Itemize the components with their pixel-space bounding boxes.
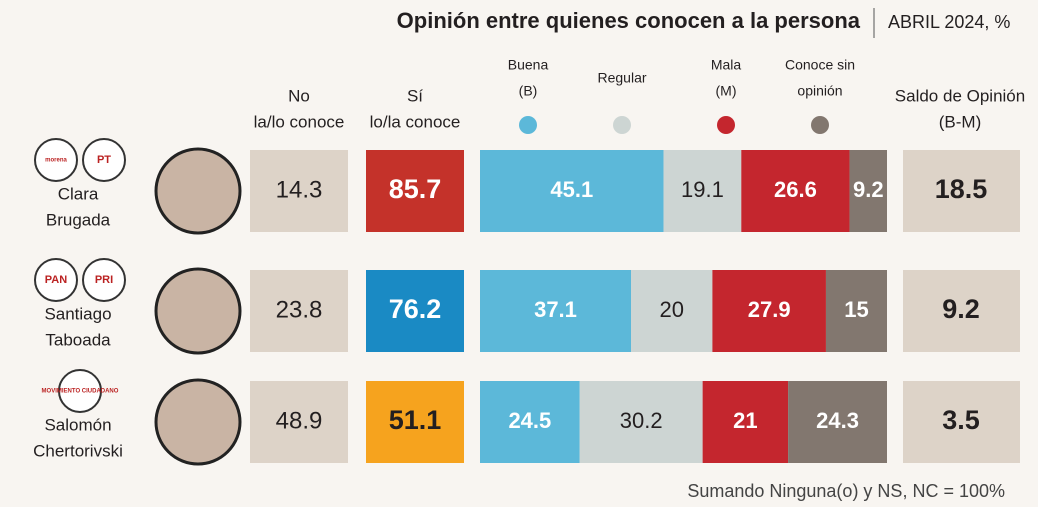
party-logo [58,369,102,413]
legend-dot [519,116,537,134]
footer-note: Sumando Ninguna(o) y NS, NC = 100% [687,481,1005,501]
opinion-segment [480,270,631,352]
opinion-value: 9.2 [853,177,884,202]
saldo-value: 9.2 [942,294,980,324]
party-logo [34,258,78,302]
no-conoce-cell [250,381,348,463]
subtitle: ABRIL 2024, % [888,12,1010,32]
opinion-segment [741,150,850,232]
opinion-segment [702,381,789,463]
column-header: Saldo de Opinión [895,86,1025,105]
party-logo [82,138,126,182]
candidate-name: Brugada [46,210,111,229]
opinion-value: 15 [844,297,868,322]
opinion-value: 19.1 [681,177,724,202]
column-header: (B-M) [939,112,981,131]
opinion-segment [579,381,703,463]
opinion-value: 27.9 [748,297,791,322]
opinion-value: 21 [733,408,757,433]
party-logo [82,258,126,302]
title: Opinión entre quienes conocen a la perso… [397,8,861,33]
opinion-value: 30.2 [620,408,663,433]
party-label: PRI [95,274,113,286]
saldo-value: 18.5 [935,174,988,204]
opinion-segment [825,270,887,352]
opinion-segment [480,150,664,232]
candidate-name: Santiago [44,304,111,323]
si-conoce-cell [366,150,464,232]
party-label: MOVIMIENTO CIUDADANO [42,389,119,395]
opinion-segment [849,150,887,232]
party-label: PAN [45,274,67,286]
opinion-segment [712,270,826,352]
legend-label: opinión [797,83,842,99]
si-conoce-cell [366,270,464,352]
no-conoce-cell [250,270,348,352]
legend-dot [613,116,631,134]
opinion-segment [480,381,580,463]
candidate-photo [154,378,242,466]
opinion-value: 24.3 [816,408,859,433]
candidate-name: Chertorivski [33,441,123,460]
saldo-value: 3.5 [942,405,980,435]
no-conoce-value: 14.3 [276,176,323,203]
opinion-segment [788,381,887,463]
column-header: lo/la conoce [370,112,461,131]
si-conoce-value: 76.2 [389,294,442,324]
party-logo [34,138,78,182]
legend-dot [811,116,829,134]
si-conoce-cell [366,381,464,463]
column-header: la/lo conoce [254,112,345,131]
candidate-name: Taboada [45,330,111,349]
legend-label: Buena [508,57,549,73]
candidate-name: Clara [58,184,99,203]
opinion-value: 45.1 [550,177,593,202]
saldo-cell [903,381,1020,463]
legend-label: Regular [597,70,646,86]
saldo-cell [903,150,1020,232]
opinion-value: 26.6 [774,177,817,202]
si-conoce-value: 85.7 [389,174,442,204]
candidate-name: Salomón [44,415,111,434]
no-conoce-value: 48.9 [276,407,323,434]
legend-label: Mala [711,57,742,73]
candidate-photo [154,267,242,355]
opinion-value: 37.1 [534,297,577,322]
column-header: Sí [407,86,423,105]
candidate-photo [154,147,242,235]
opinion-segment [630,270,713,352]
opinion-segment [663,150,742,232]
si-conoce-value: 51.1 [389,405,442,435]
opinion-value: 20 [659,297,683,322]
legend-label: (M) [716,83,737,99]
column-header: No [288,86,310,105]
no-conoce-cell [250,150,348,232]
legend-label: (B) [519,83,538,99]
party-label: morena [45,158,67,164]
legend-dot [717,116,735,134]
party-label: PT [97,154,111,166]
saldo-cell [903,270,1020,352]
opinion-value: 24.5 [508,408,551,433]
legend-label: Conoce sin [785,57,855,73]
no-conoce-value: 23.8 [276,296,323,323]
